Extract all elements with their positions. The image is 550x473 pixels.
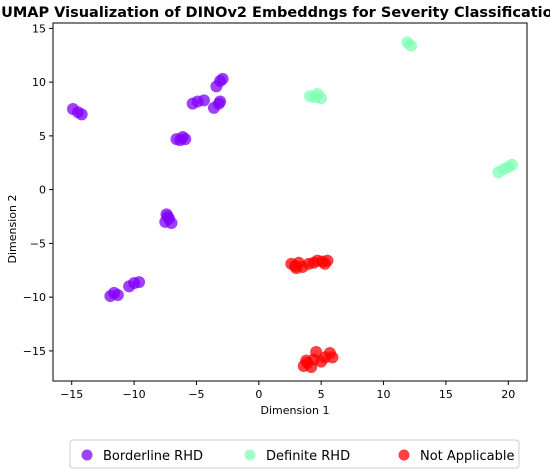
x-tick-label: 10 [377,388,391,401]
point-borderline-rhd-23 [133,276,146,289]
data-points [66,36,519,374]
chart-title: UMAP Visualization of DINOv2 Embeddngs f… [1,5,550,21]
x-tick-label: 15 [439,388,453,401]
point-borderline-rhd-11 [214,95,227,108]
legend: Borderline RHD Definite RHD Not Applicable [69,439,520,469]
legend-label-borderline-rhd: Borderline RHD [103,449,203,464]
point-borderline-rhd-15 [176,130,189,143]
x-axis-ticks: −15 −10 −5 0 5 10 15 20 [60,381,515,401]
y-tick-label: −15 [23,345,46,358]
y-axis-label: Dimension 2 [6,195,19,264]
point-definite-rhd-5 [404,39,417,52]
x-axis-label: Dimension 1 [261,404,330,417]
point-borderline-rhd-8 [216,72,229,85]
y-tick-label: −5 [30,237,46,250]
y-axis-ticks: −15 −10 −5 0 5 10 15 [23,22,53,358]
x-tick-label: −10 [122,388,145,401]
point-borderline-rhd-20 [161,210,174,223]
x-tick-label: −5 [188,388,204,401]
legend-label-not-applicable: Not Applicable [420,449,515,464]
legend-marker-not-applicable [398,449,410,461]
x-tick-label: 5 [318,388,325,401]
y-tick-label: 10 [32,76,46,89]
y-tick-label: 15 [32,22,46,35]
point-definite-rhd-9 [506,158,519,171]
y-tick-label: 0 [39,184,46,197]
point-not-applicable-19 [326,351,339,364]
plot-area: −15 −10 −5 0 5 10 15 20 −15 −10 −5 0 5 10 15 [23,22,528,401]
legend-box [69,439,520,469]
point-not-applicable-15 [310,345,323,358]
x-tick-label: 0 [255,388,262,401]
x-tick-label: 20 [501,388,515,401]
point-not-applicable-9 [318,257,331,270]
legend-marker-borderline-rhd [81,449,93,461]
y-tick-label: 5 [39,130,46,143]
point-borderline-rhd-2 [75,108,88,121]
point-not-applicable-10 [290,262,303,275]
plot-frame [52,22,528,382]
x-tick-label: −15 [60,388,83,401]
point-definite-rhd-3 [311,87,324,100]
legend-label-definite-rhd: Definite RHD [266,449,350,464]
point-borderline-rhd-26 [111,288,124,301]
point-not-applicable-20 [300,354,313,367]
point-borderline-rhd-5 [197,94,210,107]
legend-marker-definite-rhd [244,449,256,461]
y-tick-label: −10 [23,291,46,304]
